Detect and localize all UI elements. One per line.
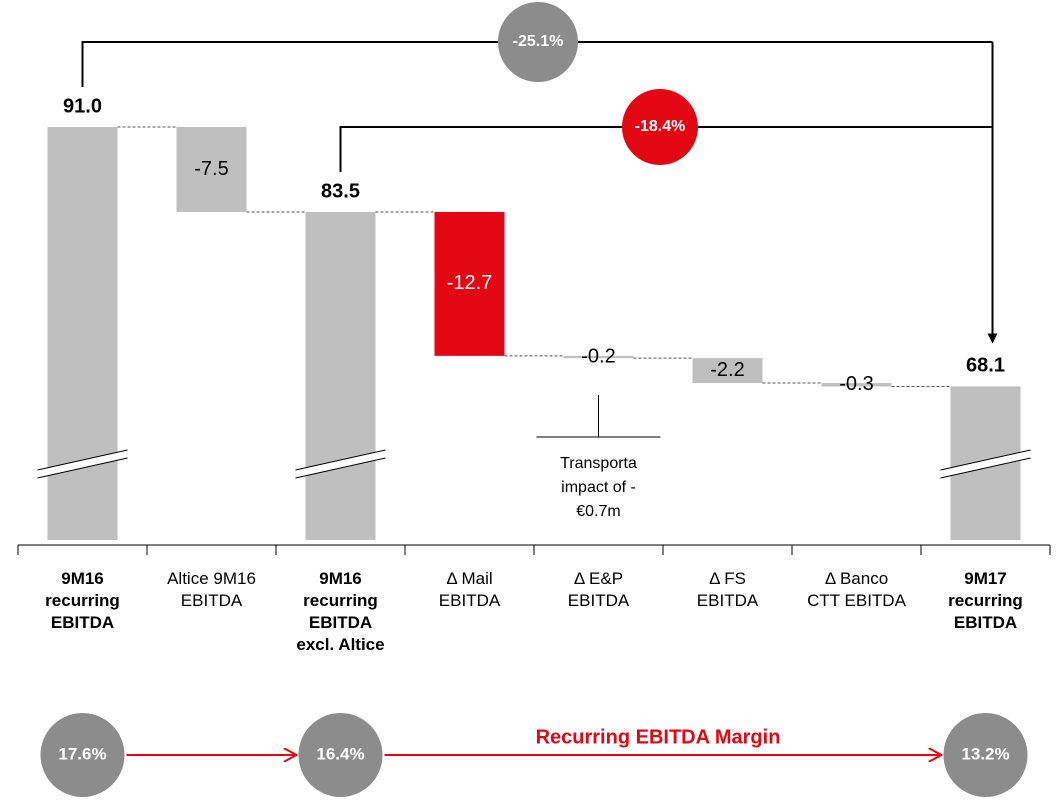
margin-bubble bbox=[298, 713, 383, 797]
note: Transporta impact of -€0.7m bbox=[560, 455, 637, 520]
category-label: Altice 9M16 EBITDA bbox=[167, 569, 256, 610]
bar bbox=[305, 211, 376, 540]
category-label: Δ Mail EBITDA bbox=[438, 569, 501, 610]
axis-break bbox=[37, 449, 128, 471]
category-label: Δ Banco CTT EBITDA bbox=[807, 569, 906, 610]
margin-bubble bbox=[40, 713, 125, 797]
axis-break bbox=[295, 449, 386, 471]
bar bbox=[821, 383, 892, 387]
value-label: -12.7 bbox=[447, 272, 493, 294]
margin-label: 13.2% bbox=[961, 744, 1009, 763]
axis-break bbox=[295, 457, 386, 479]
category-label: Δ E&P EBITDA bbox=[567, 569, 630, 610]
axis-break bbox=[940, 457, 1031, 479]
margin-label: 17.6% bbox=[58, 744, 106, 763]
value-label: 68.1 bbox=[966, 355, 1005, 377]
value-label: -7.5 bbox=[194, 158, 228, 180]
category-label: 9M16 recurring EBITDA bbox=[45, 569, 120, 632]
category-label: 9M17 recurring EBITDA bbox=[948, 569, 1023, 632]
bracket bbox=[81, 41, 993, 87]
bar bbox=[692, 358, 763, 384]
value-label: -0.2 bbox=[581, 345, 615, 367]
bar bbox=[563, 355, 634, 359]
category-label: 9M16 recurring EBITDA excl. Altice bbox=[296, 569, 385, 654]
axis-break bbox=[37, 450, 128, 478]
axis-break bbox=[940, 449, 1031, 471]
value-label: -0.3 bbox=[839, 373, 873, 395]
value-label: -2.2 bbox=[710, 359, 744, 381]
bar bbox=[176, 127, 247, 212]
change-bubble bbox=[622, 89, 698, 165]
bracket bbox=[339, 126, 993, 172]
axis-break bbox=[940, 450, 1031, 478]
margin-title: Recurring EBITDA Margin bbox=[536, 726, 781, 748]
bar bbox=[47, 127, 118, 540]
value-label: 91.0 bbox=[63, 95, 102, 117]
category-label: Δ FS EBITDA bbox=[696, 569, 759, 610]
axis-break bbox=[37, 457, 128, 479]
value-label: 83.5 bbox=[321, 180, 360, 202]
change-label: -25.1% bbox=[513, 33, 564, 50]
bar bbox=[434, 211, 505, 356]
change-bubble bbox=[498, 2, 578, 82]
axis-break bbox=[295, 450, 386, 478]
margin-bubble bbox=[943, 713, 1028, 797]
margin-label: 16.4% bbox=[316, 744, 364, 763]
change-label: -18.4% bbox=[635, 118, 686, 135]
